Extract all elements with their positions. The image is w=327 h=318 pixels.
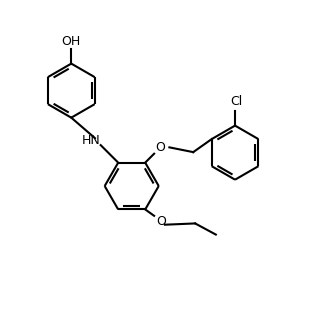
Text: HN: HN	[82, 134, 100, 147]
Text: Cl: Cl	[231, 95, 243, 108]
Text: OH: OH	[62, 35, 81, 48]
Text: O: O	[156, 215, 166, 228]
Text: O: O	[156, 141, 165, 154]
